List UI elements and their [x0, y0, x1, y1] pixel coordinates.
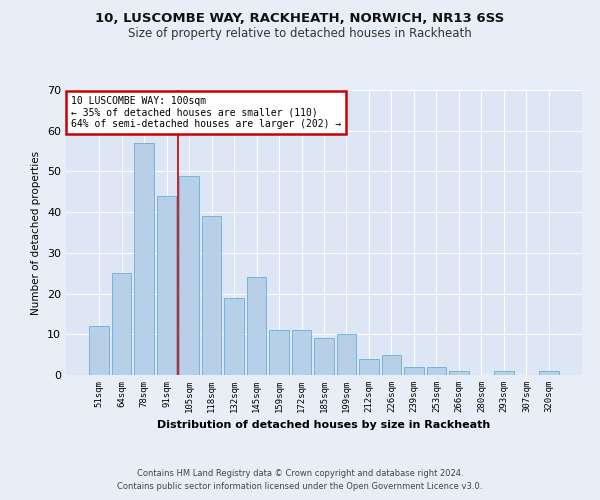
- Bar: [382, 354, 401, 375]
- Bar: [292, 330, 311, 375]
- Bar: [247, 278, 266, 375]
- Text: 10 LUSCOMBE WAY: 100sqm
← 35% of detached houses are smaller (110)
64% of semi-d: 10 LUSCOMBE WAY: 100sqm ← 35% of detache…: [71, 96, 341, 129]
- Bar: [112, 273, 131, 375]
- X-axis label: Distribution of detached houses by size in Rackheath: Distribution of detached houses by size …: [157, 420, 491, 430]
- Bar: [494, 371, 514, 375]
- Bar: [337, 334, 356, 375]
- Y-axis label: Number of detached properties: Number of detached properties: [31, 150, 41, 314]
- Bar: [449, 371, 469, 375]
- Text: Contains HM Land Registry data © Crown copyright and database right 2024.: Contains HM Land Registry data © Crown c…: [137, 468, 463, 477]
- Bar: [224, 298, 244, 375]
- Text: Size of property relative to detached houses in Rackheath: Size of property relative to detached ho…: [128, 28, 472, 40]
- Text: 10, LUSCOMBE WAY, RACKHEATH, NORWICH, NR13 6SS: 10, LUSCOMBE WAY, RACKHEATH, NORWICH, NR…: [95, 12, 505, 26]
- Bar: [314, 338, 334, 375]
- Bar: [202, 216, 221, 375]
- Bar: [179, 176, 199, 375]
- Bar: [134, 143, 154, 375]
- Bar: [269, 330, 289, 375]
- Bar: [359, 358, 379, 375]
- Bar: [89, 326, 109, 375]
- Bar: [427, 367, 446, 375]
- Bar: [157, 196, 176, 375]
- Bar: [404, 367, 424, 375]
- Bar: [539, 371, 559, 375]
- Text: Contains public sector information licensed under the Open Government Licence v3: Contains public sector information licen…: [118, 482, 482, 491]
